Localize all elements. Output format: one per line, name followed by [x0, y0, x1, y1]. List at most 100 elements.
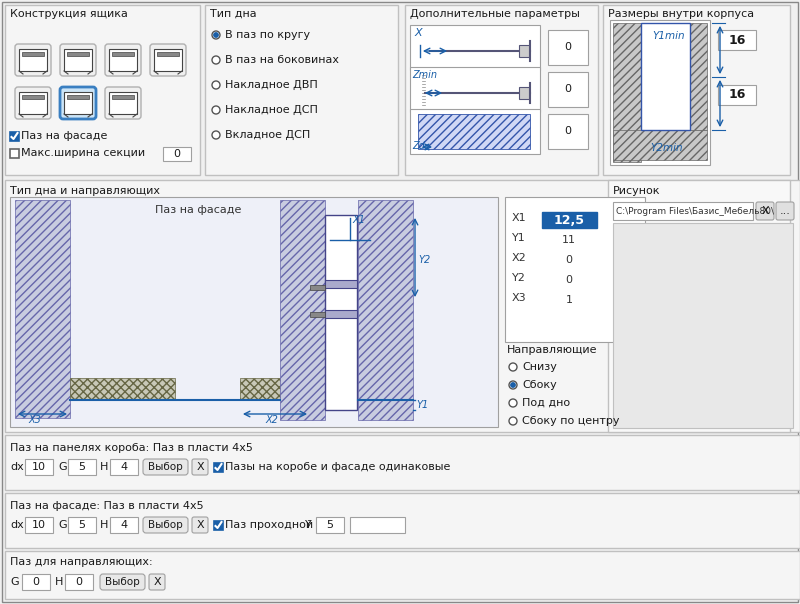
Bar [5, 435, 800, 490]
FancyBboxPatch shape [60, 87, 96, 119]
Text: X: X [761, 206, 769, 216]
Text: X3: X3 [512, 293, 526, 303]
Bar [68, 517, 96, 533]
Text: X: X [414, 28, 422, 38]
Text: 1: 1 [566, 295, 573, 305]
Bar [718, 85, 756, 105]
Circle shape [214, 33, 218, 37]
Bar [19, 92, 47, 114]
Text: Выбор: Выбор [148, 520, 182, 530]
Bar [410, 25, 540, 70]
Text: 0: 0 [565, 84, 571, 94]
FancyBboxPatch shape [192, 459, 208, 475]
Bar [603, 5, 790, 175]
Text: Zmin: Zmin [412, 70, 437, 80]
Circle shape [509, 363, 517, 371]
Bar [280, 200, 325, 420]
Bar [316, 517, 344, 533]
Text: Y2: Y2 [512, 273, 526, 283]
Bar [310, 312, 325, 317]
Text: Снизу: Снизу [522, 362, 557, 372]
Bar [608, 180, 790, 432]
Bar [15, 200, 70, 418]
Bar [67, 52, 89, 56]
Bar [25, 459, 53, 475]
FancyBboxPatch shape [150, 44, 186, 76]
FancyBboxPatch shape [756, 202, 774, 220]
Text: Паз на фасаде: Паз на фасаде [155, 205, 242, 215]
Bar [548, 30, 588, 65]
Bar [214, 521, 223, 530]
FancyBboxPatch shape [15, 44, 51, 76]
Bar [519, 45, 529, 57]
Circle shape [511, 383, 515, 387]
Bar [10, 132, 19, 141]
Bar [110, 459, 138, 475]
Text: 0: 0 [75, 577, 82, 587]
Circle shape [212, 31, 220, 39]
Bar [109, 92, 137, 114]
Bar [163, 147, 191, 161]
FancyBboxPatch shape [105, 44, 141, 76]
Bar [205, 5, 398, 175]
Text: 0: 0 [565, 126, 571, 136]
Text: Направляющие: Направляющие [507, 345, 598, 355]
Bar [5, 5, 200, 175]
Text: 10: 10 [32, 462, 46, 472]
Bar [613, 23, 641, 162]
Bar [157, 52, 179, 56]
Circle shape [212, 106, 220, 114]
Text: Вкладное ДСП: Вкладное ДСП [225, 130, 310, 140]
Bar [358, 200, 413, 420]
Circle shape [212, 131, 220, 139]
Text: Размеры внутри корпуса: Размеры внутри корпуса [608, 9, 754, 19]
Text: Выбор: Выбор [105, 577, 139, 587]
Bar [690, 23, 707, 130]
Bar [5, 551, 800, 599]
Circle shape [212, 56, 220, 64]
Bar [548, 72, 588, 107]
Text: dx: dx [10, 520, 24, 530]
Text: Конструкция ящика: Конструкция ящика [10, 9, 128, 19]
Text: Сбоку по центру: Сбоку по центру [522, 416, 619, 426]
Bar [10, 197, 498, 427]
Circle shape [509, 381, 517, 389]
Text: 0: 0 [566, 255, 573, 265]
Text: X1: X1 [512, 213, 526, 223]
Bar [325, 280, 357, 288]
Text: Паз на панелях короба: Паз в пласти 4x5: Паз на панелях короба: Паз в пласти 4x5 [10, 443, 253, 453]
Text: ...: ... [779, 206, 790, 216]
Text: В паз по кругу: В паз по кругу [225, 30, 310, 40]
Text: G: G [58, 520, 66, 530]
Bar [65, 574, 93, 590]
FancyBboxPatch shape [15, 87, 51, 119]
Text: Паз на фасаде: Паз в пласти 4x5: Паз на фасаде: Паз в пласти 4x5 [10, 501, 204, 511]
Bar [22, 574, 50, 590]
Bar [64, 49, 92, 71]
Text: 0: 0 [566, 275, 573, 285]
Text: 10: 10 [32, 520, 46, 530]
Text: X3: X3 [28, 415, 41, 425]
Circle shape [212, 81, 220, 89]
Bar [70, 378, 175, 400]
Bar [22, 52, 44, 56]
Bar [405, 5, 598, 175]
Bar [5, 493, 800, 548]
Text: C:\Program Files\Базис_Мебель80\: C:\Program Files\Базис_Мебель80\ [616, 207, 774, 216]
Text: 16: 16 [728, 33, 746, 47]
Text: 5: 5 [78, 462, 86, 472]
Bar [418, 114, 530, 149]
Text: 16: 16 [728, 89, 746, 101]
Text: Y1: Y1 [512, 233, 526, 243]
Text: Выбор: Выбор [148, 462, 182, 472]
Text: H: H [55, 577, 63, 587]
Text: X: X [153, 577, 161, 587]
Text: Пазы на коробе и фасаде одинаковые: Пазы на коробе и фасаде одинаковые [225, 462, 450, 472]
Bar [325, 310, 357, 318]
Text: 12,5: 12,5 [554, 213, 585, 226]
Text: Дополнительные параметры: Дополнительные параметры [410, 9, 580, 19]
Text: Паз на фасаде: Паз на фасаде [21, 131, 107, 141]
Text: G: G [10, 577, 18, 587]
Bar [641, 23, 690, 130]
Text: Y2min: Y2min [650, 143, 682, 153]
